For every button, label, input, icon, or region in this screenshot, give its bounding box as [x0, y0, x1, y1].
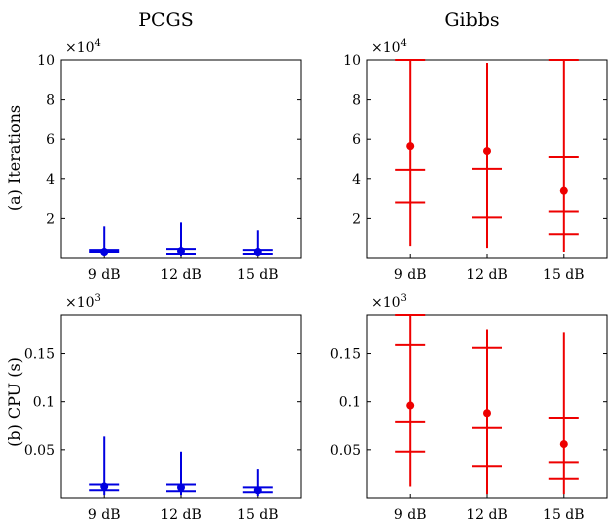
mean-point [406, 142, 415, 151]
mean-point [406, 401, 415, 410]
mean-point [483, 147, 491, 156]
y-tick-label: 10 [37, 53, 55, 69]
x-tick-label: 15 dB [543, 267, 585, 283]
y-tick-label: 0.1 [339, 395, 361, 411]
x-tick-label: 15 dB [237, 507, 279, 523]
x-tick-label: 9 dB [394, 267, 427, 283]
panel-gibbs-iterations: 2 4 6 8 10 9 dB 12 dB 15 dB ×104 [343, 38, 608, 283]
y-tick-label: 0.05 [24, 443, 55, 459]
y-multiplier-exponent: 4 [95, 38, 101, 49]
y-tick-label: 6 [46, 132, 55, 148]
y-tick-label: 2 [46, 211, 55, 227]
column-title-gibbs: Gibbs [444, 9, 499, 31]
row-label-iterations: (a) Iterations [5, 105, 24, 211]
y-multiplier-exponent: 4 [401, 38, 407, 49]
column-title-pcgs: PCGS [138, 9, 194, 31]
x-tick-label: 12 dB [466, 267, 508, 283]
panel-pcgs-iterations: 2 4 6 8 10 9 dB 12 dB 15 dB ×104 [37, 38, 302, 283]
y-tick-label: 6 [352, 132, 361, 148]
x-tick-label: 12 dB [466, 507, 508, 523]
y-tick-label: 8 [352, 93, 361, 109]
y-tick-label: 4 [352, 172, 361, 188]
y-tick-label: 0.1 [33, 395, 55, 411]
y-multiplier: ×103 [65, 293, 101, 311]
mean-point [559, 440, 568, 449]
panel-gibbs-cpu: 0.05 0.1 0.15 9 dB 12 dB 15 dB ×103 [330, 293, 608, 523]
panel-pcgs-cpu: 0.05 0.1 0.15 9 dB 12 dB 15 dB ×103 [24, 293, 302, 523]
mean-point [177, 247, 185, 256]
row-label-cpu: (b) CPU (s) [5, 357, 24, 447]
x-tick-label: 9 dB [394, 507, 427, 523]
y-tick-label: 8 [46, 93, 55, 109]
mean-point [177, 483, 185, 492]
y-tick-label: 4 [46, 172, 55, 188]
x-tick-label: 15 dB [237, 267, 279, 283]
y-multiplier-exponent: 3 [95, 293, 101, 304]
mean-point [253, 486, 262, 495]
mean-point [483, 409, 491, 418]
mean-point [100, 482, 109, 491]
mean-point [253, 248, 262, 257]
y-tick-label: 10 [343, 53, 361, 69]
y-tick-label: 2 [352, 211, 361, 227]
x-tick-label: 12 dB [160, 507, 202, 523]
y-multiplier: ×104 [65, 38, 101, 56]
mean-point [559, 186, 568, 195]
y-multiplier: ×104 [371, 38, 407, 56]
y-tick-label: 0.15 [24, 347, 55, 363]
x-tick-label: 9 dB [88, 267, 121, 283]
x-tick-label: 12 dB [160, 267, 202, 283]
y-tick-label: 0.15 [330, 347, 361, 363]
mean-point [100, 248, 109, 257]
y-multiplier-exponent: 3 [401, 293, 407, 304]
x-tick-label: 9 dB [88, 507, 121, 523]
panels: 2 4 6 8 10 9 dB 12 dB 15 dB ×104 2 4 6 8 10 9 dB 12 dB 1… [24, 38, 608, 523]
x-tick-label: 15 dB [543, 507, 585, 523]
y-multiplier: ×103 [371, 293, 407, 311]
y-tick-label: 0.05 [330, 443, 361, 459]
